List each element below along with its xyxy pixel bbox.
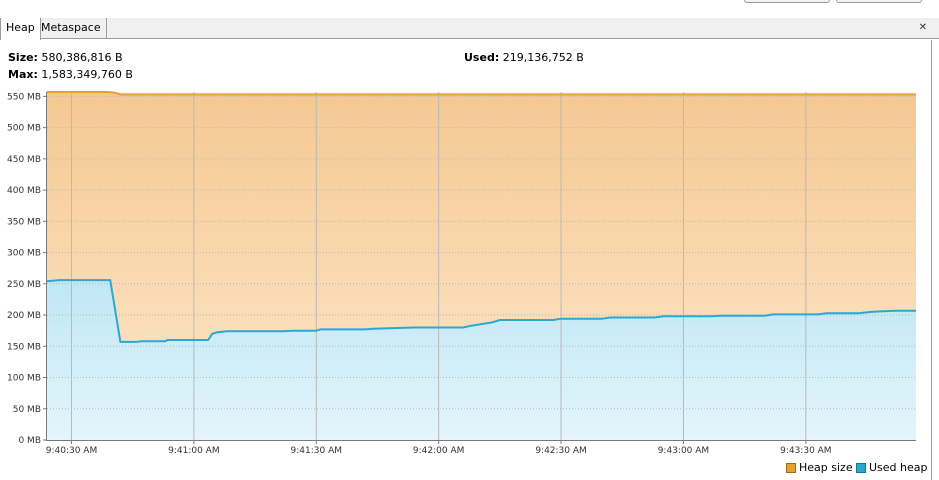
- tab-strip: Heap Metaspace ✕: [0, 18, 939, 40]
- used-value: 219,136,752 B: [502, 51, 584, 64]
- y-tick-label: 50 MB: [13, 405, 41, 415]
- size-label: Size:: [8, 51, 38, 64]
- x-tick-label: 9:40:30 AM: [46, 446, 97, 456]
- size-value: 580,386,816 B: [41, 51, 123, 64]
- y-tick-label: 450 MB: [7, 155, 41, 165]
- x-tick-label: 9:42:30 AM: [535, 446, 586, 456]
- y-tick-label: 150 MB: [7, 342, 41, 352]
- max-stat: Max: 1,583,349,760 B: [8, 68, 133, 82]
- y-tick-label: 400 MB: [7, 186, 41, 196]
- panel-border: [931, 40, 932, 480]
- top-toolbar-button[interactable]: [836, 0, 922, 3]
- legend-used-heap-label: Used heap: [869, 461, 928, 474]
- legend-heap-size: Heap size: [786, 461, 853, 475]
- window-top-edge: [0, 0, 939, 18]
- y-tick-label: 200 MB: [7, 311, 41, 321]
- legend-heap-size-label: Heap size: [799, 461, 853, 474]
- tab-metaspace[interactable]: Metaspace: [36, 18, 107, 39]
- size-stat: Size: 580,386,816 B: [8, 51, 123, 65]
- used-heap-swatch: [856, 463, 866, 473]
- y-tick-label: 100 MB: [7, 374, 41, 384]
- y-tick-label: 250 MB: [7, 280, 41, 290]
- top-toolbar-button[interactable]: [744, 0, 830, 3]
- y-tick-label: 550 MB: [7, 92, 41, 102]
- max-label: Max:: [8, 68, 38, 81]
- max-value: 1,583,349,760 B: [41, 68, 133, 81]
- legend-used-heap: Used heap: [856, 461, 928, 475]
- close-icon[interactable]: ✕: [918, 22, 927, 33]
- y-tick-label: 0 MB: [18, 436, 41, 446]
- y-tick-label: 300 MB: [7, 249, 41, 259]
- used-heap-area: [47, 280, 916, 440]
- used-stat: Used: 219,136,752 B: [464, 51, 584, 65]
- x-tick-label: 9:43:30 AM: [780, 446, 831, 456]
- y-tick-label: 500 MB: [7, 124, 41, 134]
- x-tick-label: 9:43:00 AM: [658, 446, 709, 456]
- heap-size-line: [47, 91, 916, 96]
- x-tick-label: 9:41:00 AM: [168, 446, 219, 456]
- y-tick-label: 350 MB: [7, 217, 41, 227]
- heap-size-swatch: [786, 463, 796, 473]
- used-label: Used:: [464, 51, 500, 64]
- x-tick-label: 9:41:30 AM: [291, 446, 342, 456]
- used-heap-line: [46, 279, 916, 343]
- tab-heap[interactable]: Heap: [0, 18, 41, 40]
- x-tick-label: 9:42:00 AM: [413, 446, 464, 456]
